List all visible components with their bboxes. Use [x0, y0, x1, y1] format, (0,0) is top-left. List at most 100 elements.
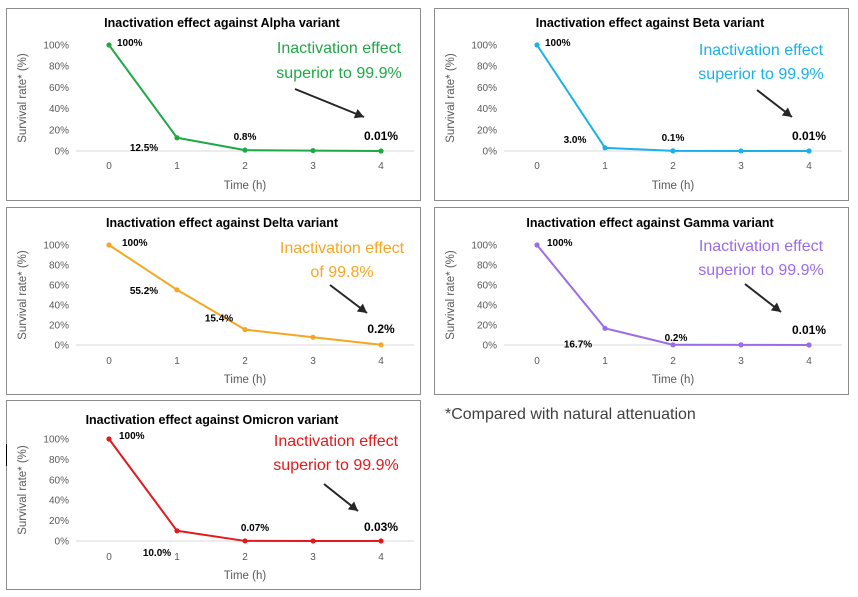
chart-panel-gamma: Inactivation effect against Gamma varian…	[434, 207, 849, 395]
x-tick-label: 1	[174, 161, 180, 172]
data-point	[738, 342, 744, 348]
y-tick-label: 20%	[477, 125, 497, 136]
data-label: 0.2%	[665, 333, 688, 344]
x-tick-label: 0	[534, 161, 540, 172]
data-label: 0.01%	[792, 323, 826, 337]
x-tick-label: 1	[174, 552, 180, 563]
annotation-text: Inactivation effect	[280, 240, 405, 257]
data-point	[378, 148, 384, 154]
data-label: 100%	[547, 238, 573, 249]
y-tick-label: 0%	[483, 341, 498, 352]
annotation-text: Inactivation effect	[699, 42, 824, 59]
chart-panel-delta: Inactivation effect against Delta varian…	[6, 207, 421, 395]
x-tick-label: 2	[670, 161, 676, 172]
annotation-arrowhead	[356, 303, 367, 313]
x-axis-title: Time (h)	[652, 374, 695, 386]
y-tick-label: 0%	[55, 341, 70, 352]
x-axis-title: Time (h)	[224, 374, 267, 386]
data-point	[670, 148, 676, 154]
data-point	[242, 327, 248, 333]
data-point	[106, 42, 112, 48]
chart-svg-delta: Inactivation effect against Delta varian…	[17, 216, 414, 386]
y-tick-label: 20%	[49, 321, 69, 332]
chart-title: Inactivation effect against Gamma varian…	[526, 216, 774, 230]
data-point	[310, 538, 316, 544]
annotation-text: Inactivation effect	[699, 238, 824, 255]
chart-panel-beta: Inactivation effect against Beta variant…	[434, 8, 849, 201]
data-label: 3.0%	[564, 135, 587, 146]
series-line	[536, 244, 810, 346]
chart-svg-beta: Inactivation effect against Beta variant…	[445, 16, 842, 192]
y-tick-label: 60%	[49, 475, 69, 486]
text-cursor-mark	[6, 444, 7, 466]
data-point	[602, 145, 608, 151]
annotation-arrowhead	[353, 108, 364, 119]
data-label: 100%	[117, 38, 143, 49]
y-tick-label: 20%	[49, 125, 69, 136]
data-point	[174, 135, 180, 141]
data-point	[242, 538, 248, 544]
data-label: 0.07%	[241, 523, 269, 534]
y-tick-label: 100%	[43, 41, 69, 52]
x-tick-label: 4	[806, 161, 812, 172]
x-tick-label: 2	[670, 356, 676, 367]
x-axis-title: Time (h)	[224, 570, 267, 582]
x-tick-label: 0	[106, 552, 112, 563]
data-label: 10.0%	[143, 548, 171, 559]
data-point	[378, 342, 384, 348]
y-axis-title: Survival rate* (%)	[445, 250, 457, 340]
chart-svg-alpha: Inactivation effect against Alpha varian…	[17, 16, 414, 192]
y-axis-title: Survival rate* (%)	[17, 445, 29, 535]
x-tick-label: 3	[738, 356, 744, 367]
y-tick-label: 40%	[49, 104, 69, 115]
x-tick-label: 4	[378, 356, 384, 367]
data-point	[670, 342, 676, 348]
x-tick-label: 0	[106, 161, 112, 172]
x-tick-label: 3	[310, 356, 316, 367]
annotation-arrow	[294, 88, 365, 118]
data-point	[174, 287, 180, 293]
chart-panel-omicron: Inactivation effect against Omicron vari…	[6, 400, 421, 590]
x-tick-label: 1	[602, 161, 608, 172]
y-tick-label: 60%	[477, 281, 497, 292]
data-point	[738, 148, 744, 154]
y-tick-label: 0%	[55, 537, 70, 548]
chart-title: Inactivation effect against Delta varian…	[106, 216, 339, 230]
y-tick-label: 80%	[49, 261, 69, 272]
annotation-text: Inactivation effect	[274, 433, 399, 450]
y-tick-label: 80%	[49, 455, 69, 466]
x-axis-title: Time (h)	[652, 180, 695, 192]
y-tick-label: 100%	[43, 241, 69, 252]
chart-title: Inactivation effect against Omicron vari…	[86, 413, 340, 427]
y-tick-label: 100%	[471, 41, 497, 52]
data-point	[106, 436, 112, 442]
y-tick-label: 40%	[49, 301, 69, 312]
data-point	[242, 147, 248, 153]
y-tick-label: 80%	[477, 261, 497, 272]
data-label: 15.4%	[205, 314, 233, 325]
chart-svg-omicron: Inactivation effect against Omicron vari…	[17, 413, 414, 582]
data-label: 0.2%	[367, 322, 395, 336]
y-tick-label: 40%	[477, 104, 497, 115]
x-tick-label: 0	[106, 356, 112, 367]
chart-panel-alpha: Inactivation effect against Alpha varian…	[6, 8, 421, 201]
data-label: 100%	[545, 38, 571, 49]
data-label: 0.8%	[234, 132, 257, 143]
data-point	[806, 148, 812, 154]
y-tick-label: 100%	[471, 241, 497, 252]
x-tick-label: 4	[378, 552, 384, 563]
data-label: 0.1%	[662, 133, 685, 144]
data-label: 0.03%	[364, 520, 398, 534]
y-tick-label: 0%	[55, 147, 70, 158]
x-tick-label: 4	[806, 356, 812, 367]
annotation-arrowhead	[347, 501, 358, 511]
data-label: 100%	[119, 431, 145, 442]
data-label: 12.5%	[130, 143, 158, 154]
y-axis-title: Survival rate* (%)	[17, 53, 29, 143]
annotation-text: Inactivation effect	[277, 40, 402, 57]
x-tick-label: 3	[310, 161, 316, 172]
y-tick-label: 40%	[49, 496, 69, 507]
y-axis-title: Survival rate* (%)	[445, 53, 457, 143]
data-label: 16.7%	[564, 339, 592, 350]
y-tick-label: 20%	[49, 516, 69, 527]
